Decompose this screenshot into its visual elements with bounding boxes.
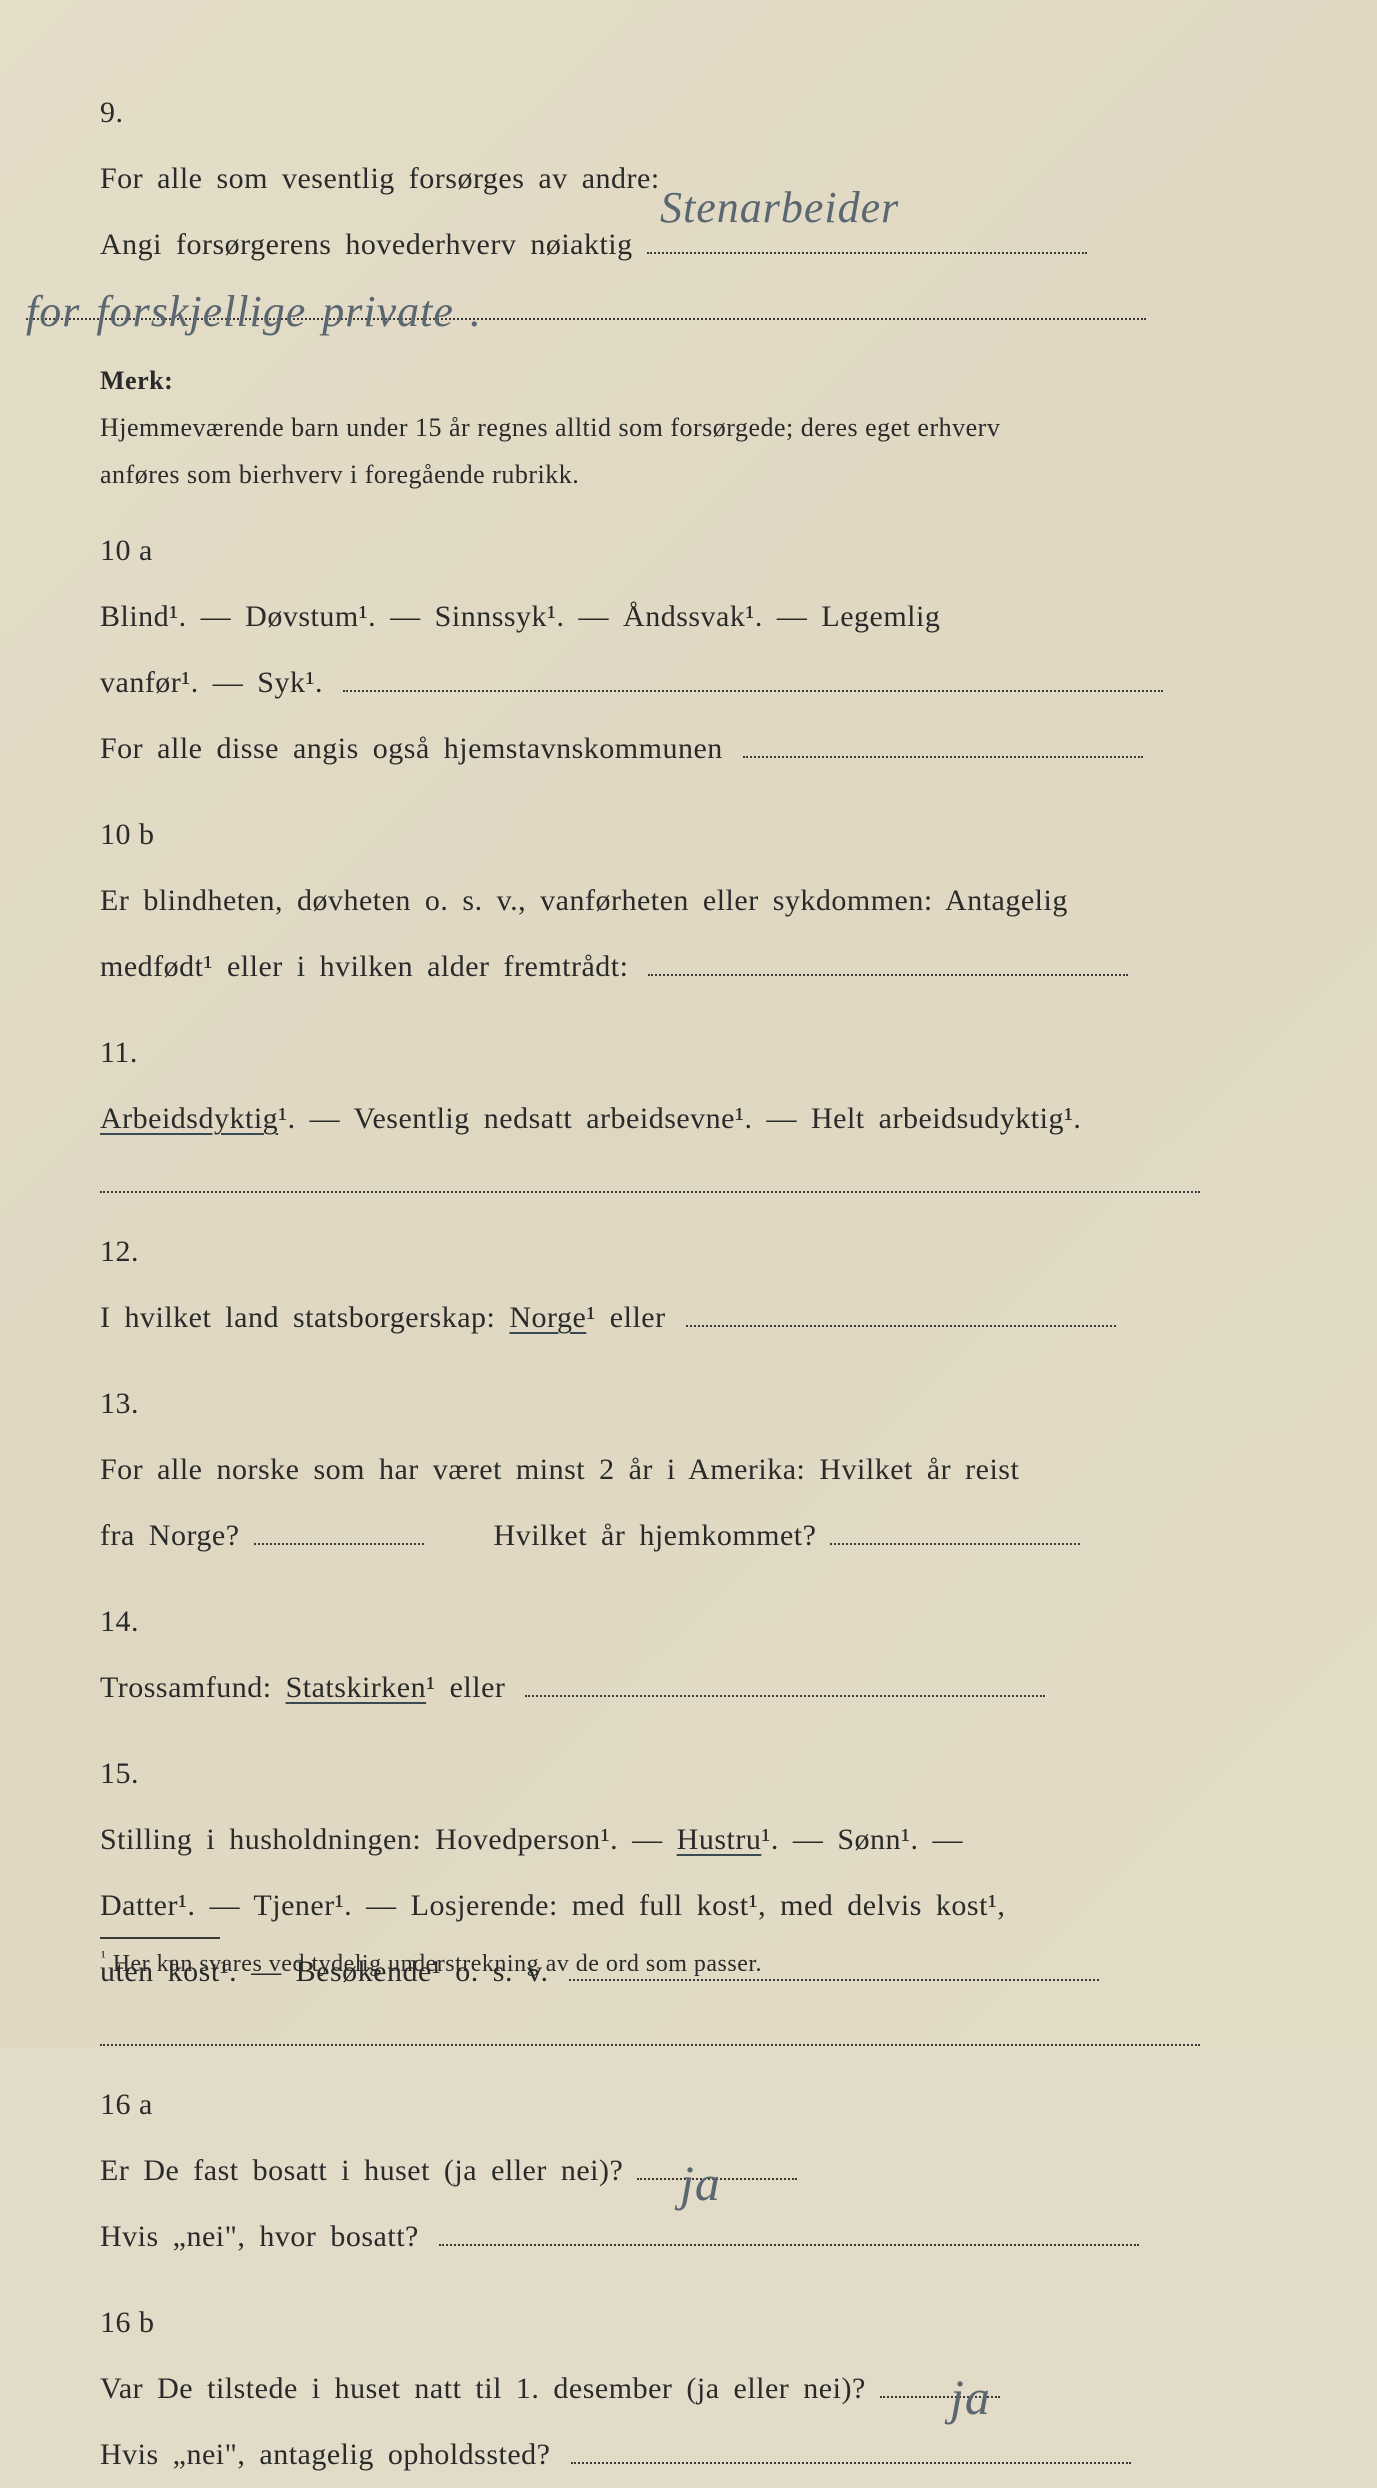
- merk-note: Merk: Hjemmeværende barn under 15 år reg…: [100, 358, 1287, 498]
- q15-line1a: Stilling i husholdningen: Hovedperson¹. …: [100, 1823, 677, 1856]
- q16b-line2: Hvis „nei", antagelig opholdssted?: [100, 2438, 551, 2471]
- q14-text-b: ¹ eller: [426, 1671, 505, 1704]
- q15-number: 15.: [100, 1741, 174, 1807]
- q13-line1: For alle norske som har været minst 2 år…: [100, 1453, 1019, 1486]
- footnote-area: ¹ Her kan svares ved tydelig understrekn…: [100, 1937, 1267, 1978]
- footnote-text: ¹ Her kan svares ved tydelig understrekn…: [100, 1949, 1267, 1978]
- q16b-blank2: [571, 2429, 1131, 2464]
- question-13: 13. For alle norske som har været minst …: [100, 1371, 1287, 1569]
- question-9: 9. For alle som vesentlig forsørges av a…: [100, 80, 1287, 344]
- question-10a: 10 a Blind¹. — Døvstum¹. — Sinnssyk¹. — …: [100, 518, 1287, 782]
- merk-text1: Hjemmeværende barn under 15 år regnes al…: [100, 413, 1000, 442]
- q16a-line1: Er De fast bosatt i huset (ja eller nei)…: [100, 2154, 623, 2187]
- q16a-body: Er De fast bosatt i huset (ja eller nei)…: [100, 2138, 1207, 2270]
- q9-line2-label: Angi forsørgerens hovederhverv nøiaktig: [100, 228, 633, 261]
- q16b-number: 16 b: [100, 2290, 174, 2356]
- q12-number: 12.: [100, 1219, 174, 1285]
- q14-number: 14.: [100, 1589, 174, 1655]
- question-14: 14. Trossamfund: Statskirken¹ eller: [100, 1589, 1287, 1721]
- footnote-separator: [100, 1937, 220, 1939]
- merk-text2: anføres som bierhverv i foregående rubri…: [100, 460, 579, 489]
- q14-body: Trossamfund: Statskirken¹ eller: [100, 1655, 1207, 1721]
- q10a-body: Blind¹. — Døvstum¹. — Sinnssyk¹. — Åndss…: [100, 584, 1207, 782]
- footnote-content: Her kan svares ved tydelig understreknin…: [106, 1951, 762, 1977]
- q9-number: 9.: [100, 80, 174, 146]
- q11-blank: [100, 1158, 1200, 1193]
- q16a-hand: ja: [680, 2128, 721, 2238]
- q15-hustru: Hustru: [677, 1823, 762, 1856]
- q10a-opts: Blind¹. — Døvstum¹. — Sinnssyk¹. — Åndss…: [100, 600, 940, 633]
- q16a-blank2: [439, 2211, 1139, 2246]
- q13-blank2: [830, 1510, 1080, 1545]
- census-form-page: 9. For alle som vesentlig forsørges av a…: [0, 0, 1377, 2048]
- q10a-blank2: [743, 723, 1143, 758]
- q9-handwritten-2: for forskjellige private .: [26, 264, 482, 361]
- q14-blank: [525, 1662, 1045, 1697]
- q12-text-a: I hvilket land statsborgerskap:: [100, 1301, 509, 1334]
- merk-body: Hjemmeværende barn under 15 år regnes al…: [100, 405, 1207, 499]
- question-16b: 16 b Var De tilstede i huset natt til 1.…: [100, 2290, 1287, 2488]
- q13-number: 13.: [100, 1371, 174, 1437]
- q9-line1: For alle som vesentlig forsørges av andr…: [100, 162, 660, 195]
- q13-blank1: [254, 1510, 424, 1545]
- q15-body: Stilling i husholdningen: Hovedperson¹. …: [100, 1807, 1207, 2052]
- question-16a: 16 a Er De fast bosatt i huset (ja eller…: [100, 2072, 1287, 2270]
- q16a-line2: Hvis „nei", hvor bosatt?: [100, 2220, 419, 2253]
- q16a-number: 16 a: [100, 2072, 174, 2138]
- q16b-line1: Var De tilstede i huset natt til 1. dese…: [100, 2372, 866, 2405]
- q16b-hand: ja: [950, 2342, 991, 2452]
- q10b-number: 10 b: [100, 802, 174, 868]
- q9-handwritten-1: Stenarbeider: [660, 160, 899, 257]
- question-12: 12. I hvilket land statsborgerskap: Norg…: [100, 1219, 1287, 1351]
- q10b-blank: [648, 941, 1128, 976]
- q10b-body: Er blindheten, døvheten o. s. v., vanfør…: [100, 868, 1207, 1000]
- merk-label: Merk:: [100, 358, 174, 405]
- question-15: 15. Stilling i husholdningen: Hovedperso…: [100, 1741, 1287, 2052]
- q16b-body: Var De tilstede i huset natt til 1. dese…: [100, 2356, 1207, 2488]
- q10a-line3: For alle disse angis også hjemstavnskomm…: [100, 732, 723, 765]
- question-10b: 10 b Er blindheten, døvheten o. s. v., v…: [100, 802, 1287, 1000]
- question-11: 11. Arbeidsdyktig¹. — Vesentlig nedsatt …: [100, 1020, 1287, 1199]
- q11-rest: ¹. — Vesentlig nedsatt arbeidsevne¹. — H…: [278, 1102, 1081, 1135]
- q10b-line2: medfødt¹ eller i hvilken alder fremtrådt…: [100, 950, 628, 983]
- q13-line2b: Hvilket år hjemkommet?: [494, 1519, 817, 1552]
- q15-line1b: ¹. — Sønn¹. —: [761, 1823, 963, 1856]
- q9-body: For alle som vesentlig forsørges av andr…: [100, 146, 1207, 344]
- q10a-number: 10 a: [100, 518, 174, 584]
- q12-body: I hvilket land statsborgerskap: Norge¹ e…: [100, 1285, 1207, 1351]
- q13-line2a: fra Norge?: [100, 1519, 240, 1552]
- q11-underlined: Arbeidsdyktig: [100, 1102, 278, 1135]
- q14-text-a: Trossamfund:: [100, 1671, 286, 1704]
- q15-blank2: [100, 2011, 1200, 2046]
- q11-number: 11.: [100, 1020, 174, 1086]
- q14-stats: Statskirken: [286, 1671, 427, 1704]
- q12-text-b: ¹ eller: [586, 1301, 665, 1334]
- q10a-opts2: vanfør¹. — Syk¹.: [100, 666, 323, 699]
- q13-body: For alle norske som har været minst 2 år…: [100, 1437, 1207, 1569]
- q10b-line1: Er blindheten, døvheten o. s. v., vanfør…: [100, 884, 1068, 917]
- q12-blank: [686, 1292, 1116, 1327]
- q10a-blank1: [343, 657, 1163, 692]
- q11-body: Arbeidsdyktig¹. — Vesentlig nedsatt arbe…: [100, 1086, 1207, 1199]
- q15-line2: Datter¹. — Tjener¹. — Losjerende: med fu…: [100, 1889, 1005, 1922]
- q12-norge: Norge: [509, 1301, 586, 1334]
